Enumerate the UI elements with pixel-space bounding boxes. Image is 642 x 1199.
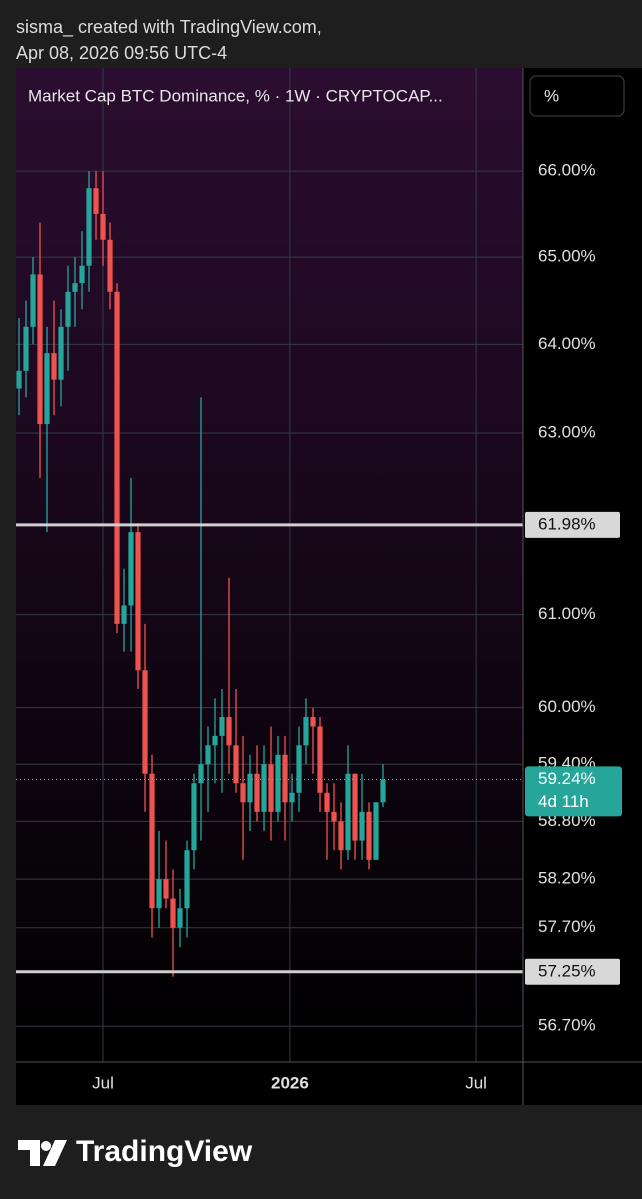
candle-body	[149, 773, 155, 909]
unit-box	[529, 75, 625, 117]
candle-body	[268, 764, 274, 812]
candle-body	[310, 717, 316, 727]
y-tick-label: 64.00%	[538, 334, 596, 353]
last-price-box	[525, 766, 622, 817]
y-tick-label: 58.20%	[538, 869, 596, 888]
candle-body	[37, 274, 43, 425]
candle-body	[317, 726, 323, 793]
candle-body	[79, 265, 85, 284]
last-price-label: 59.24%	[538, 769, 596, 788]
level-label: 57.25%	[538, 961, 596, 980]
candle-body	[121, 605, 127, 624]
candle-body	[331, 811, 337, 822]
candle-body	[373, 802, 379, 860]
candle-body	[163, 879, 169, 899]
candle-body	[212, 735, 218, 746]
level-box	[525, 958, 620, 985]
candle-body	[114, 291, 120, 624]
x-tick-label: Jul	[465, 1073, 487, 1092]
candle-body	[72, 283, 78, 292]
y-tick-label: 66.00%	[538, 161, 596, 180]
candle-body	[177, 908, 183, 928]
y-tick-label: 63.00%	[538, 422, 596, 441]
candle-body	[51, 353, 57, 380]
y-tick-label: 60.00%	[538, 697, 596, 716]
y-tick-label: 61.00%	[538, 604, 596, 623]
candle-body	[247, 773, 253, 803]
y-tick-label: 56.70%	[538, 1016, 596, 1035]
logo-mark	[43, 1140, 67, 1166]
candle-body	[30, 274, 36, 327]
candle-body	[226, 717, 232, 746]
candle-body	[352, 773, 358, 841]
candle-body	[233, 745, 239, 784]
candle-body	[261, 764, 267, 812]
candle-body	[128, 532, 134, 606]
candle-body	[282, 754, 288, 803]
candle-body	[275, 754, 281, 812]
candle-body	[184, 850, 190, 909]
unit-label: %	[544, 86, 559, 105]
candle-body	[359, 811, 365, 841]
author-line: sisma_ created with TradingView.com,	[16, 17, 322, 38]
candle-body	[58, 326, 64, 380]
candle-body	[296, 745, 302, 793]
logo	[18, 1140, 67, 1166]
candle-body	[107, 239, 113, 292]
candle-body	[380, 779, 386, 803]
plot-area	[16, 68, 523, 1062]
candle-body	[23, 326, 29, 371]
candle-body	[289, 792, 295, 803]
countdown-label: 4d 11h	[538, 792, 589, 811]
candle-body	[338, 821, 344, 851]
candle-body	[254, 773, 260, 812]
y-tick-label: 57.70%	[538, 917, 596, 936]
candle-body	[156, 879, 162, 909]
brand: TradingView	[76, 1135, 253, 1168]
candle-body	[142, 670, 148, 774]
candle-body	[65, 291, 71, 327]
x-tick-label: 2026	[271, 1073, 309, 1092]
candle-body	[170, 898, 176, 928]
candle-body	[86, 188, 92, 266]
candle-body	[44, 353, 50, 425]
level-label: 61.98%	[538, 514, 596, 533]
date-line: Apr 08, 2026 09:56 UTC-4	[16, 43, 227, 63]
chart-title: Market Cap BTC Dominance, % · 1W · CRYPT…	[28, 86, 443, 105]
candle-body	[100, 213, 106, 240]
candle-body	[93, 188, 99, 214]
candle-body	[219, 717, 225, 736]
level-box	[525, 511, 620, 538]
y-tick-label: 65.00%	[538, 247, 596, 266]
candle-body	[345, 773, 351, 851]
candle-body	[16, 370, 22, 389]
candle-body	[135, 532, 141, 671]
candle-body	[303, 717, 309, 746]
candle-body	[205, 745, 211, 765]
candle-body	[198, 764, 204, 784]
candle-body	[240, 783, 246, 803]
candle-body	[324, 792, 330, 812]
logo-mark	[18, 1140, 40, 1166]
logo-mark	[41, 1141, 51, 1151]
candle-body	[366, 811, 372, 860]
x-tick-label: Jul	[92, 1073, 114, 1092]
candle-body	[191, 783, 197, 851]
